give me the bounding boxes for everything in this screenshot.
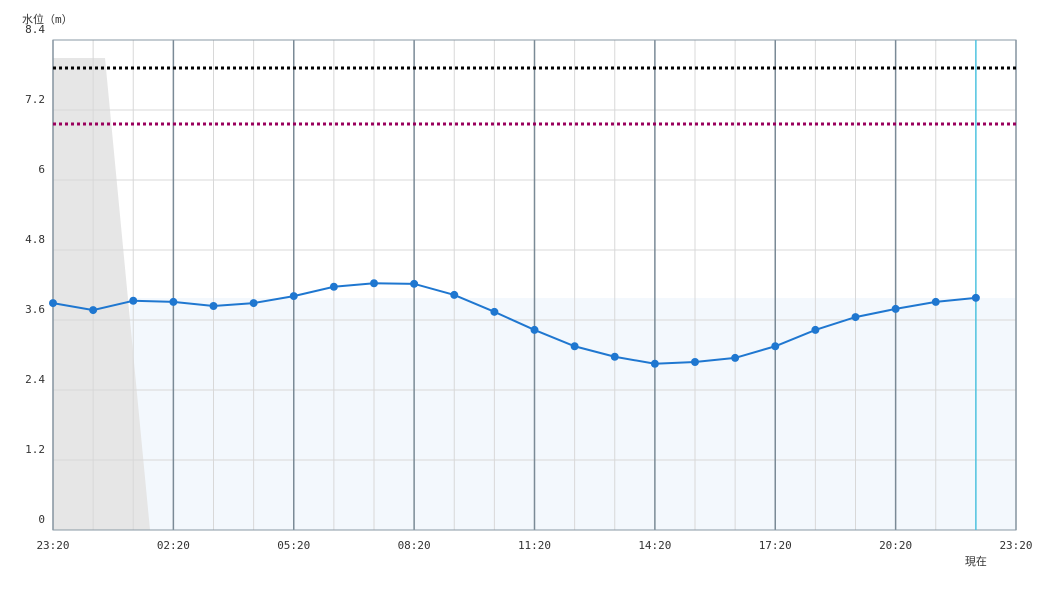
data-point: [49, 299, 57, 308]
y-tick-label: 4.8: [25, 233, 45, 246]
data-point: [851, 313, 860, 322]
y-tick-label: 6: [38, 163, 45, 176]
x-tick-label: 14:20: [638, 539, 671, 552]
plot-frame: [52, 39, 1017, 531]
data-point: [971, 293, 980, 302]
data-point: [811, 325, 820, 334]
x-tick-label: 23:20: [999, 539, 1032, 552]
x-tick-label: 20:20: [879, 539, 912, 552]
data-point: [490, 307, 499, 316]
data-point: [329, 282, 338, 291]
shade: [53, 58, 150, 530]
y-tick-label: 1.2: [25, 443, 45, 456]
data-point: [249, 299, 258, 308]
data-point: [89, 306, 98, 315]
data-point: [931, 297, 940, 306]
data-point: [891, 304, 900, 313]
data-point: [570, 342, 579, 351]
x-tick-label: 05:20: [277, 539, 310, 552]
series-line: [52, 282, 976, 365]
y-tick-label: 0: [38, 513, 45, 526]
y-tick-label: 2.4: [25, 373, 45, 386]
y-tick-label: 7.2: [25, 93, 45, 106]
data-point: [410, 279, 419, 288]
level-fill: [130, 298, 1016, 530]
now-label: 現在: [965, 555, 987, 568]
y-tick-label: 8.4: [25, 23, 45, 36]
data-point: [370, 279, 378, 288]
data-point: [691, 358, 699, 366]
data-point: [450, 290, 459, 299]
data-point: [731, 353, 740, 362]
data-point: [129, 296, 138, 305]
data-point: [530, 325, 539, 334]
x-tick-label: 08:20: [398, 539, 431, 552]
x-tick-label: 17:20: [759, 539, 792, 552]
data-point: [209, 302, 218, 310]
y-tick-label: 3.6: [25, 303, 45, 316]
data-point: [610, 352, 619, 361]
x-tick-label: 02:20: [157, 539, 190, 552]
x-tick-label: 11:20: [518, 539, 551, 552]
data-point: [650, 359, 659, 368]
x-tick-label: 23:20: [36, 539, 69, 552]
y-axis-title: 水位（m）: [22, 12, 73, 26]
data-point: [771, 342, 780, 351]
data-point: [289, 292, 298, 301]
data-point: [169, 297, 178, 306]
